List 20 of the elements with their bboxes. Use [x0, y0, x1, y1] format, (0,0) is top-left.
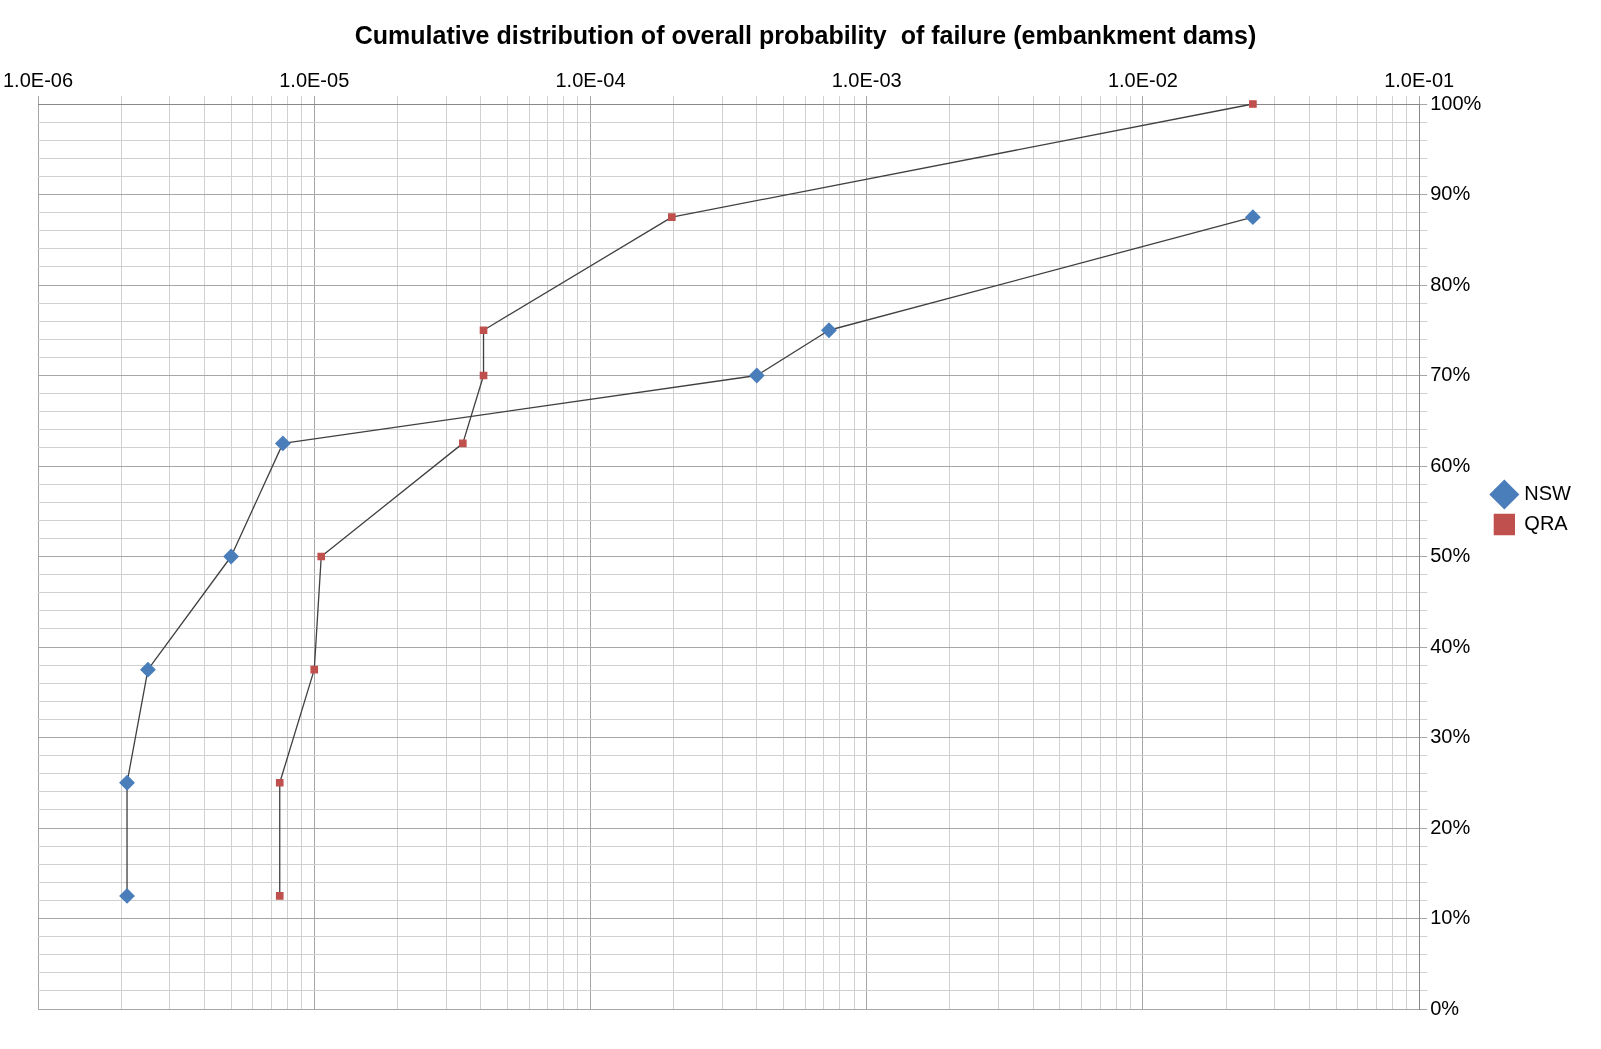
legend-label: NSW [1524, 482, 1572, 505]
y-tick-label: 40% [1430, 634, 1471, 657]
y-tick-label: 80% [1430, 272, 1471, 295]
y-tick-label: 0% [1430, 996, 1460, 1019]
x-tick-label: 1.0E-03 [831, 68, 902, 91]
y-tick-label: 20% [1430, 815, 1471, 838]
x-tick-label: 1.0E-05 [279, 68, 350, 91]
x-tick-label: 1.0E-06 [2, 68, 74, 91]
y-tick-label: 50% [1430, 544, 1471, 567]
y-tick-label: 100% [1430, 91, 1482, 114]
y-tick-label: 30% [1430, 725, 1471, 748]
y-tick-label: 10% [1430, 906, 1471, 929]
x-tick-label: 1.0E-01 [1384, 68, 1455, 91]
y-tick-label: 90% [1430, 182, 1471, 205]
y-tick-label: 70% [1430, 363, 1471, 386]
x-tick-label: 1.0E-04 [555, 68, 626, 91]
chart-title: Cumulative distribution of overall probability of failure (embankment dams) [354, 20, 1257, 49]
x-tick-label: 1.0E-02 [1107, 68, 1178, 91]
y-tick-label: 60% [1430, 453, 1471, 476]
legend-label: QRA [1524, 512, 1569, 535]
